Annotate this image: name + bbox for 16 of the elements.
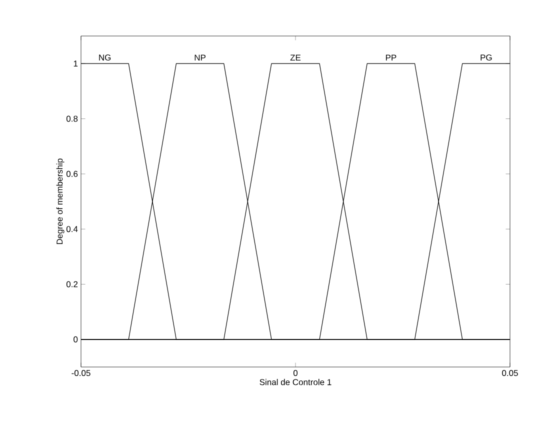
y-tick-label: 0 [74, 336, 78, 342]
y-tick-label: 1 [74, 60, 78, 66]
series-label: ZE [290, 54, 301, 61]
y-tick-label: 0.8 [66, 116, 78, 122]
series-label: PP [386, 54, 396, 61]
series-label: NG [99, 54, 111, 61]
y-tick-label: 0.2 [66, 281, 78, 288]
x-tick-label: 0.05 [502, 370, 518, 376]
y-tick-label: 0.4 [66, 226, 78, 232]
series-label: PG [480, 54, 492, 61]
x-tick-label: 0 [293, 370, 298, 376]
x-tick-label: -0.05 [72, 370, 90, 376]
y-axis-title: Degree of membership [56, 158, 64, 244]
x-axis-title: Sinal de Controle 1 [260, 378, 332, 386]
y-tick-label: 0.6 [66, 170, 78, 177]
series-label: NP [194, 54, 206, 61]
